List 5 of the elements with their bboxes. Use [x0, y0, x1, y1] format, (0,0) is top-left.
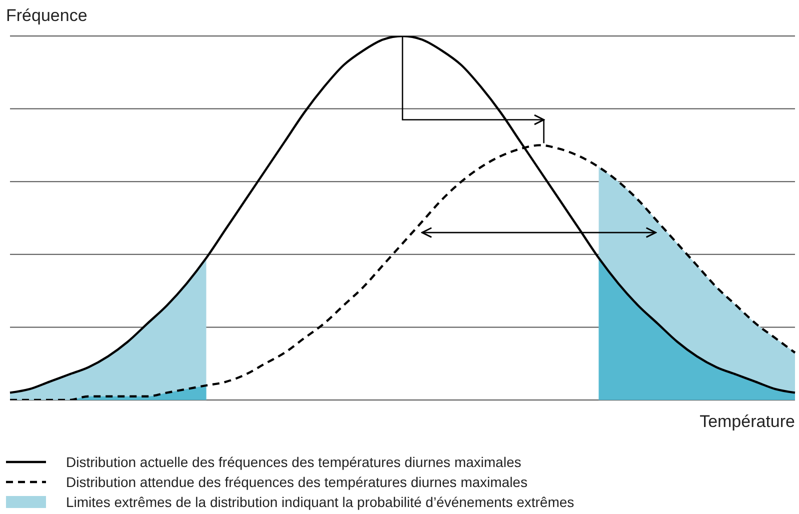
- x-axis-title: Température: [700, 412, 795, 432]
- legend-label: Limites extrêmes de la distribution indiquant la probabilité d’événements extrêmes: [66, 493, 574, 512]
- y-axis-title: Fréquence: [6, 6, 88, 26]
- legend-label: Distribution actuelle des fréquences des températures diurnes maximales: [66, 453, 522, 472]
- legend-label: Distribution attendue des fréquences des températures diurnes maximales: [66, 473, 528, 492]
